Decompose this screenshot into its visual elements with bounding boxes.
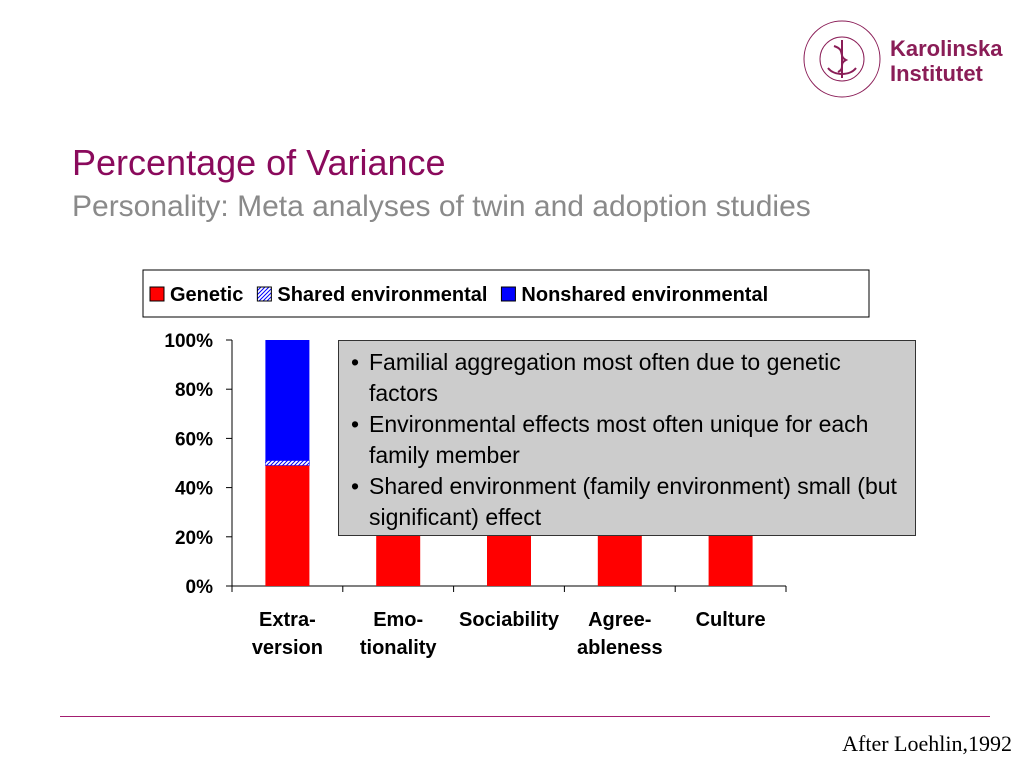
- logo-line-2: Institutet: [890, 61, 983, 86]
- legend-swatch: [149, 286, 165, 302]
- x-tick-label: Emo-: [373, 609, 423, 631]
- legend-label: Shared environmental: [277, 284, 487, 306]
- page-title: Percentage of Variance: [72, 142, 446, 183]
- logo-wordmark: Karolinska Institutet: [890, 36, 1003, 86]
- legend-label: Nonshared environmental: [521, 284, 768, 306]
- legend-label: Genetic: [170, 284, 243, 306]
- y-tick-label: 20%: [175, 528, 213, 549]
- bar-segment: [265, 465, 310, 586]
- chart-axes: 0% 20% 40% 60% 80% 100% Extra-version Emo-tiona…: [164, 331, 787, 659]
- bar-segment: [265, 340, 310, 461]
- footer-divider: [60, 716, 990, 717]
- logo-line-1: Karolinska: [890, 36, 1003, 61]
- source-citation: After Loehlin,1992: [842, 731, 1012, 756]
- chart-legend: Genetic Shared environmental Nonshared env…: [142, 269, 870, 318]
- y-tick-label: 40%: [175, 479, 213, 500]
- callout-bullet: Environmental effects most often unique …: [351, 409, 907, 471]
- y-tick-label: 80%: [175, 380, 213, 401]
- callout-bullet: Shared environment (family environment) …: [351, 471, 907, 533]
- y-tick-label: 100%: [164, 331, 213, 352]
- x-tick-label: ableness: [577, 637, 663, 659]
- x-tick-label: Agree-: [588, 609, 651, 631]
- callout-box: Familial aggregation most often due to g…: [338, 340, 916, 536]
- x-tick-label: tionality: [360, 637, 438, 659]
- x-tick-label: Sociability: [459, 609, 560, 631]
- karolinska-logo: [798, 16, 1003, 102]
- y-tick-label: 0%: [186, 577, 214, 598]
- legend-swatch: [256, 286, 272, 302]
- x-tick-label: version: [252, 637, 323, 659]
- legend-swatch: [500, 286, 516, 302]
- y-tick-label: 60%: [175, 429, 213, 450]
- callout-bullet: Familial aggregation most often due to g…: [351, 347, 907, 409]
- x-tick-label: Culture: [696, 609, 766, 631]
- page-subtitle: Personality: Meta analyses of twin and a…: [72, 190, 811, 223]
- bar-segment: [265, 460, 310, 466]
- x-tick-label: Extra-: [259, 609, 316, 631]
- seal-icon: [803, 20, 881, 98]
